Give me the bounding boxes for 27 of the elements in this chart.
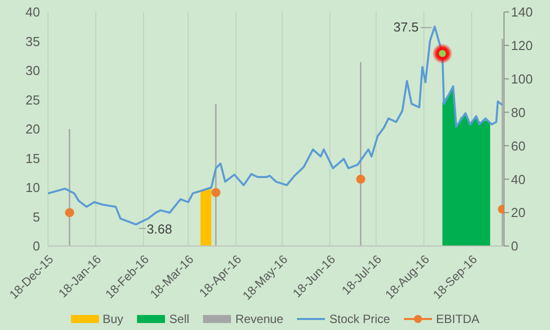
y2-tick-label: 0: [511, 238, 518, 254]
y-tick-label: 20: [26, 122, 40, 137]
y-tick-label: 40: [26, 4, 40, 20]
y2-tick-label: 80: [511, 104, 526, 120]
legend-label: Buy: [102, 312, 124, 326]
y-tick-label: 5: [32, 209, 40, 224]
y-tick-label: 25: [26, 92, 40, 108]
y-tick-label: 35: [26, 34, 40, 49]
y2-tick-label: 120: [511, 38, 533, 54]
y2-tick-label: 20: [511, 205, 526, 220]
y-tick-label: 30: [26, 63, 40, 78]
y2-tick-label: 60: [511, 138, 526, 154]
legend-label: Revenue: [235, 312, 284, 326]
y2-tick-label: 40: [511, 172, 526, 187]
point: [211, 188, 220, 198]
y2-tick-label: 100: [511, 71, 533, 86]
y-tick-label: 15: [26, 150, 40, 166]
legend-label: Stock Price: [329, 312, 390, 326]
legend-label: EBITDA: [436, 312, 480, 326]
legend-label: Sell: [169, 312, 190, 326]
annotation: 3.68: [146, 221, 172, 236]
point: [65, 208, 74, 218]
annotation: 37.5: [393, 20, 419, 35]
point: [356, 174, 366, 184]
y2-tick-label: 140: [511, 4, 533, 20]
y-tick-label: 10: [26, 180, 40, 196]
y-tick-label: 0: [32, 238, 40, 254]
